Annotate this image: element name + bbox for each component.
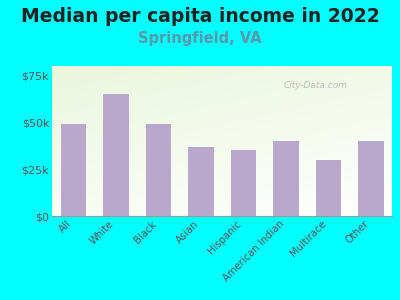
Bar bbox=[316, 160, 341, 216]
Text: Median per capita income in 2022: Median per capita income in 2022 bbox=[21, 8, 379, 26]
Bar bbox=[103, 94, 128, 216]
Text: City-Data.com: City-Data.com bbox=[283, 81, 347, 90]
Bar bbox=[188, 147, 214, 216]
Bar bbox=[358, 141, 384, 216]
Bar bbox=[60, 124, 86, 216]
Bar bbox=[273, 141, 298, 216]
Bar bbox=[230, 150, 256, 216]
Text: Springfield, VA: Springfield, VA bbox=[138, 32, 262, 46]
Bar bbox=[146, 124, 171, 216]
